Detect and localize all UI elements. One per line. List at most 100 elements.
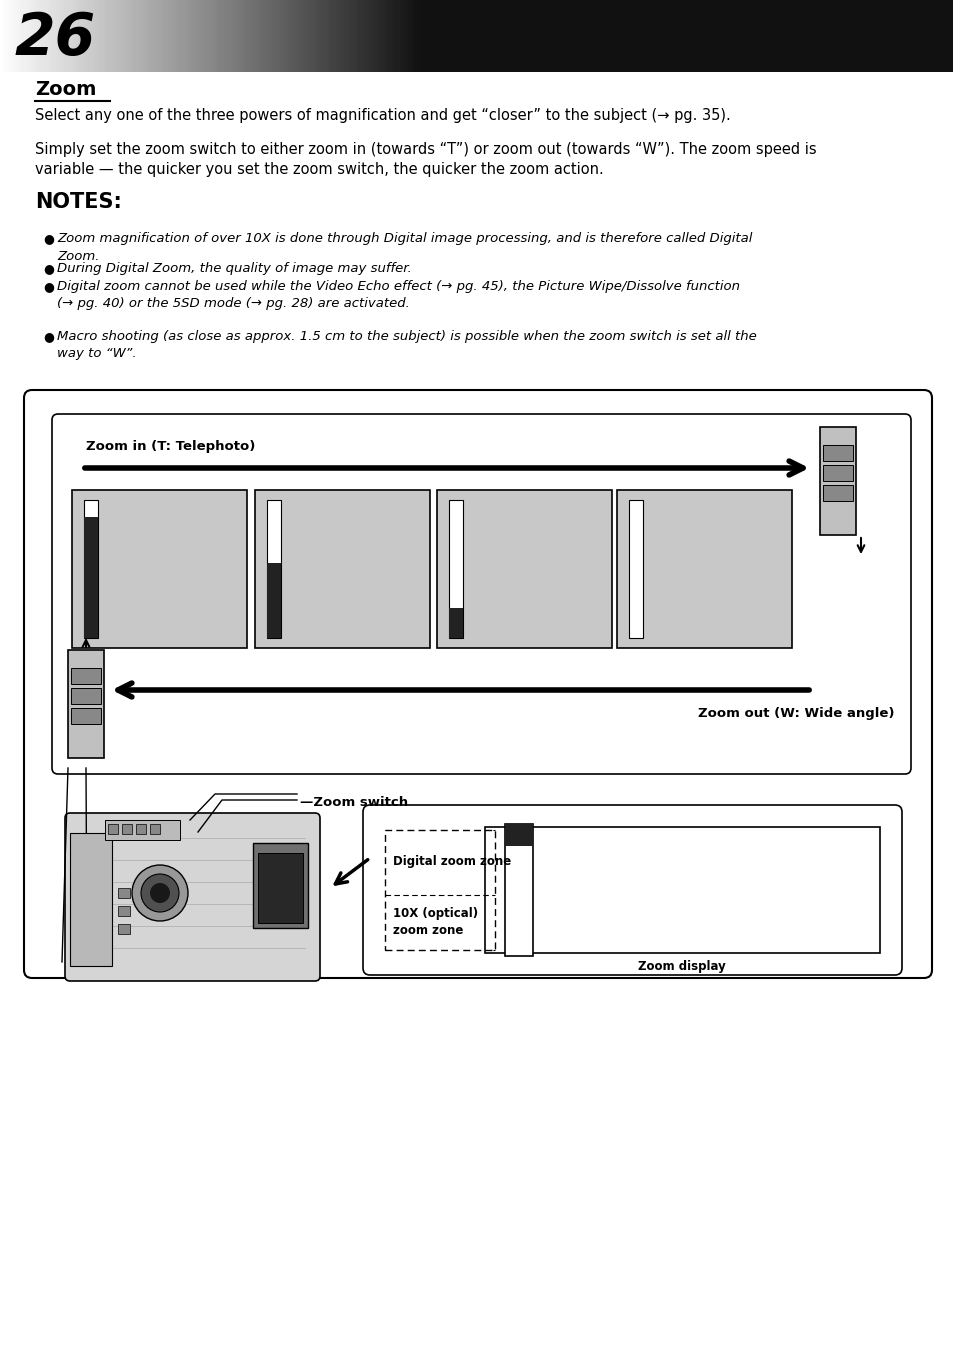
Bar [149,0,151,72]
Bar [269,0,272,72]
Text: —Zoom switch: —Zoom switch [299,795,408,809]
Bar [221,0,224,72]
Bar [257,0,260,72]
Bar [129,0,132,72]
Text: 26: 26 [15,9,96,66]
Circle shape [141,874,179,912]
Bar [173,0,176,72]
Bar [213,0,215,72]
Bar [56,0,59,72]
Bar [237,0,240,72]
Circle shape [132,864,188,921]
Bar [39,0,42,72]
Bar [156,0,159,72]
Bar [285,0,288,72]
Bar [311,0,314,72]
Bar [134,0,137,72]
Text: Zoom magnification of over 10X is done through Digital image processing, and is : Zoom magnification of over 10X is done t… [57,232,752,263]
Bar [191,0,193,72]
Bar [210,0,213,72]
Bar [235,0,237,72]
Bar [0,0,953,72]
Bar [240,0,243,72]
Bar [436,491,612,648]
Bar [30,0,33,72]
Bar [71,709,101,724]
Bar [87,0,90,72]
Bar [193,0,195,72]
Bar [263,0,266,72]
Bar [400,0,403,72]
Bar [409,0,411,72]
Bar [118,906,130,916]
Bar [233,0,235,72]
Bar [243,0,246,72]
Bar [288,0,291,72]
Bar [118,888,130,898]
Bar [319,0,322,72]
FancyBboxPatch shape [52,415,910,774]
Bar [98,0,101,72]
Bar [254,0,257,72]
Text: Zoom: Zoom [35,80,96,99]
Bar [109,0,112,72]
Bar [117,0,120,72]
Bar [140,0,143,72]
Bar [22,0,25,72]
Text: Zoom in (T: Telephoto): Zoom in (T: Telephoto) [86,440,255,453]
Text: Zoom out (W: Wide angle): Zoom out (W: Wide angle) [698,707,894,720]
Bar [159,0,162,72]
Bar [114,0,117,72]
Bar [272,0,274,72]
Bar [215,0,218,72]
Bar [372,0,375,72]
Bar [291,0,294,72]
Bar [70,0,72,72]
Bar [308,0,311,72]
Bar [416,0,419,72]
Bar [90,0,92,72]
Bar [20,0,22,72]
Text: NOTES:: NOTES: [35,192,122,211]
Bar [201,0,204,72]
Text: During Digital Zoom, the quality of image may suffer.: During Digital Zoom, the quality of imag… [57,262,412,275]
Bar [136,824,146,833]
Bar [327,0,330,72]
Bar [165,0,168,72]
Bar [0,0,3,72]
Bar [84,518,98,638]
Bar [397,0,400,72]
Text: 10X (optical)
zoom zone: 10X (optical) zoom zone [393,908,477,936]
Bar [386,0,389,72]
Bar [45,0,48,72]
Bar [316,0,319,72]
Bar [449,608,462,638]
Bar [62,0,65,72]
Bar [146,0,149,72]
Bar [411,0,414,72]
Bar [78,0,81,72]
Bar [305,0,308,72]
Bar [406,0,409,72]
Bar [335,0,338,72]
Text: ●: ● [43,232,53,245]
Bar [132,0,134,72]
Bar [123,0,126,72]
Bar [260,0,263,72]
Bar [71,688,101,705]
Bar [14,0,17,72]
Bar [252,0,254,72]
Bar [302,0,305,72]
Bar [361,0,364,72]
Bar [364,0,366,72]
Bar [257,854,303,923]
FancyBboxPatch shape [24,390,931,978]
Bar [120,0,123,72]
Bar [227,0,230,72]
Bar [822,485,852,501]
Bar [377,0,380,72]
Bar [820,427,855,535]
Bar [105,820,180,840]
Bar [70,833,112,966]
FancyBboxPatch shape [363,805,901,976]
